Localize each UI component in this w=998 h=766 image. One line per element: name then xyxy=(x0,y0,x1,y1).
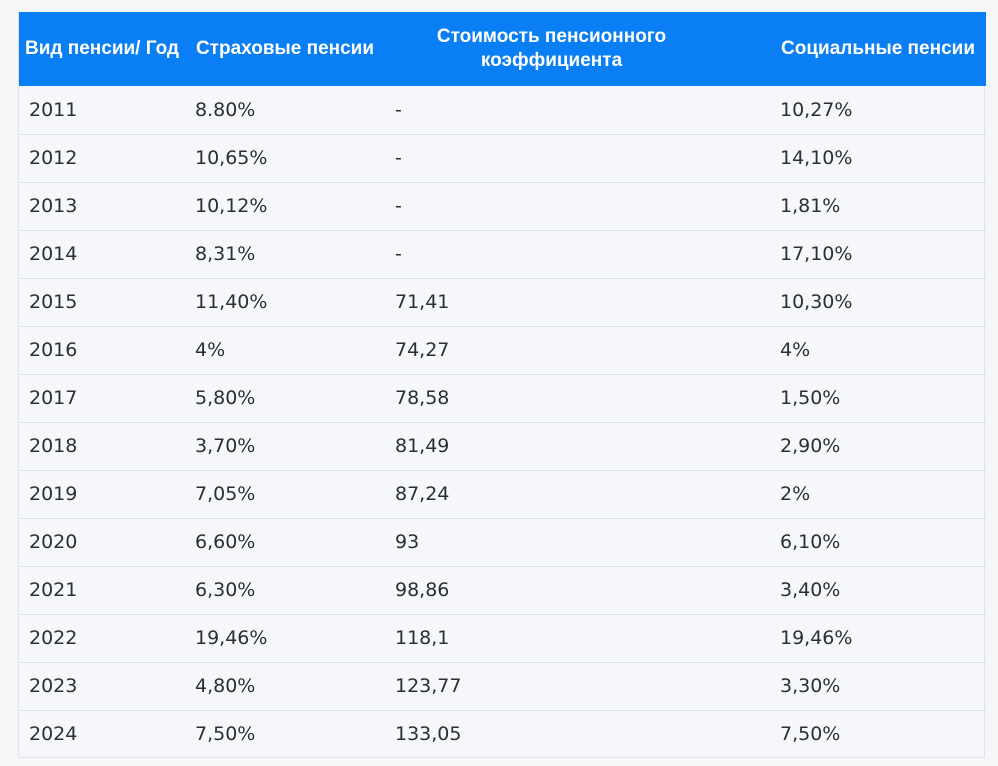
cell-coefficient-cost: - xyxy=(395,243,402,265)
header-insurance-pensions: Страховые пенсии xyxy=(195,38,375,59)
cell-coefficient-cost: 133,05 xyxy=(395,723,462,746)
cell-year: 2018 xyxy=(29,435,78,457)
cell-social-pension: 6,10% xyxy=(780,531,841,553)
table-row: 2024 7,50% 133,05 7,50% xyxy=(19,710,986,758)
cell-year: 2017 xyxy=(29,387,78,409)
cell-insurance-pension: 6,60% xyxy=(195,531,256,553)
table-row: 2015 11,40% 71,41 10,30% xyxy=(19,278,986,326)
cell-coefficient-cost: 123,77 xyxy=(395,675,462,697)
cell-coefficient-cost: - xyxy=(395,98,402,121)
cell-year: 2024 xyxy=(29,723,78,746)
cell-coefficient-cost: 81,49 xyxy=(395,435,450,457)
cell-coefficient-cost: 74,27 xyxy=(395,339,450,361)
table-row: 2021 6,30% 98,86 3,40% xyxy=(19,566,986,614)
cell-year: 2016 xyxy=(29,339,78,361)
cell-year: 2022 xyxy=(29,627,78,649)
cell-insurance-pension: 4,80% xyxy=(195,675,256,697)
cell-year: 2021 xyxy=(29,579,78,601)
cell-year: 2015 xyxy=(29,291,78,313)
cell-year: 2019 xyxy=(29,483,78,505)
cell-social-pension: 3,40% xyxy=(780,579,841,601)
cell-insurance-pension: 3,70% xyxy=(195,435,256,457)
cell-year: 2014 xyxy=(29,243,78,265)
cell-social-pension: 1,81% xyxy=(780,195,841,217)
table-row: 2012 10,65% - 14,10% xyxy=(19,134,986,182)
table-header: Вид пенсии/ Год Страховые пенсии Стоимос… xyxy=(19,12,986,86)
header-row: Вид пенсии/ Год Страховые пенсии Стоимос… xyxy=(19,12,986,86)
cell-social-pension: 7,50% xyxy=(780,723,841,746)
cell-coefficient-cost: 93 xyxy=(395,531,420,553)
cell-insurance-pension: 5,80% xyxy=(195,387,256,409)
header-pension-coefficient-cost: Стоимость пенсионного коэффициента xyxy=(436,26,667,71)
cell-insurance-pension: 10,12% xyxy=(195,195,268,217)
pension-indexation-table-container: Вид пенсии/ Год Страховые пенсии Стоимос… xyxy=(18,12,986,758)
cell-year: 2023 xyxy=(29,675,78,697)
cell-social-pension: 10,30% xyxy=(780,291,853,313)
cell-year: 2013 xyxy=(29,195,78,217)
cell-insurance-pension: 8,31% xyxy=(195,243,256,265)
table-body: 2011 8.80% - 10,27% 2012 10,65% - 14,10% 2013 10,… xyxy=(19,86,986,758)
pension-indexation-table: Вид пенсии/ Год Страховые пенсии Стоимос… xyxy=(19,12,986,758)
table-row: 2014 8,31% - 17,10% xyxy=(19,230,986,278)
cell-insurance-pension: 11,40% xyxy=(195,291,268,313)
cell-insurance-pension: 10,65% xyxy=(195,147,268,169)
table-row: 2013 10,12% - 1,81% xyxy=(19,182,986,230)
cell-coefficient-cost: - xyxy=(395,195,402,217)
header-social-pensions: Социальные пенсии xyxy=(781,38,975,59)
cell-year: 2012 xyxy=(29,147,78,169)
cell-social-pension: 10,27% xyxy=(780,98,853,121)
cell-coefficient-cost: 78,58 xyxy=(395,387,450,409)
table-row: 2018 3,70% 81,49 2,90% xyxy=(19,422,986,470)
cell-insurance-pension: 4% xyxy=(195,339,226,361)
cell-social-pension: 4% xyxy=(780,339,811,361)
cell-year: 2020 xyxy=(29,531,78,553)
table-row: 2017 5,80% 78,58 1,50% xyxy=(19,374,986,422)
cell-social-pension: 1,50% xyxy=(780,387,841,409)
cell-insurance-pension: 7,50% xyxy=(195,723,256,746)
table-row: 2019 7,05% 87,24 2% xyxy=(19,470,986,518)
cell-insurance-pension: 6,30% xyxy=(195,579,256,601)
cell-social-pension: 2,90% xyxy=(780,435,841,457)
cell-coefficient-cost: 71,41 xyxy=(395,291,450,313)
cell-coefficient-cost: - xyxy=(395,147,402,169)
cell-coefficient-cost: 98,86 xyxy=(395,579,450,601)
cell-social-pension: 3,30% xyxy=(780,675,841,697)
cell-insurance-pension: 19,46% xyxy=(195,627,268,649)
table-row: 2023 4,80% 123,77 3,30% xyxy=(19,662,986,710)
cell-coefficient-cost: 118,1 xyxy=(395,627,450,649)
table-row: 2011 8.80% - 10,27% xyxy=(19,86,986,134)
table-row: 2022 19,46% 118,1 19,46% xyxy=(19,614,986,662)
cell-year: 2011 xyxy=(29,98,78,121)
table-row: 2016 4% 74,27 4% xyxy=(19,326,986,374)
cell-insurance-pension: 7,05% xyxy=(195,483,256,505)
table-row: 2020 6,60% 93 6,10% xyxy=(19,518,986,566)
header-pension-type-year: Вид пенсии/ Год xyxy=(25,38,179,59)
cell-social-pension: 14,10% xyxy=(780,147,853,169)
cell-social-pension: 19,46% xyxy=(780,627,853,649)
cell-coefficient-cost: 87,24 xyxy=(395,483,450,505)
cell-social-pension: 17,10% xyxy=(780,243,853,265)
cell-insurance-pension: 8.80% xyxy=(195,98,256,121)
cell-social-pension: 2% xyxy=(780,483,811,505)
